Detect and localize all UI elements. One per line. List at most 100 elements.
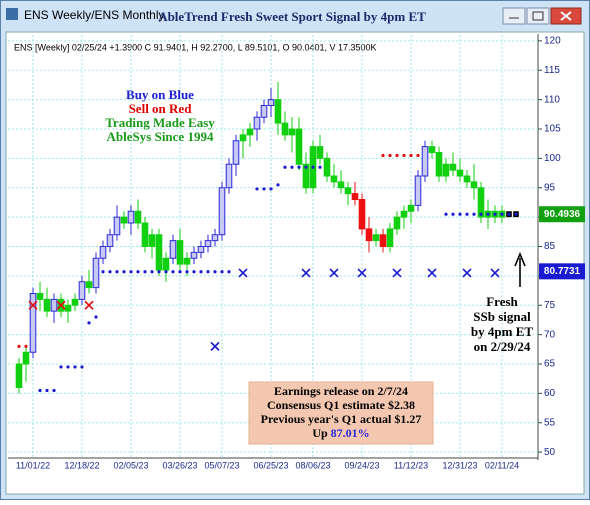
note-text: Fresh bbox=[486, 294, 518, 309]
candle-body bbox=[106, 234, 114, 247]
window-title: ENS Weekly/ENS Monthly bbox=[24, 8, 165, 22]
stop-dot bbox=[465, 212, 469, 216]
stop-dot bbox=[178, 270, 182, 274]
y-tick-label: 60 bbox=[544, 388, 556, 399]
legend-text: Buy on Blue bbox=[126, 87, 194, 102]
cross-marker bbox=[84, 300, 94, 310]
candle-body bbox=[50, 298, 58, 312]
note-text: SSb signal bbox=[473, 309, 531, 324]
legend-text: Trading Made Easy bbox=[105, 115, 215, 130]
y-tick-label: 85 bbox=[544, 241, 556, 252]
window-buttons[interactable] bbox=[502, 7, 582, 25]
candle-body bbox=[43, 298, 51, 312]
candle-body bbox=[428, 146, 436, 153]
cross-marker bbox=[329, 268, 339, 278]
stop-dot bbox=[38, 388, 42, 393]
stop-dot bbox=[136, 270, 140, 274]
candle-body bbox=[120, 216, 128, 224]
price-box bbox=[539, 206, 585, 223]
candle-body bbox=[148, 234, 156, 247]
candle-body bbox=[351, 193, 359, 200]
cross-marker bbox=[56, 300, 66, 310]
icon bbox=[560, 11, 572, 21]
candle-body bbox=[456, 169, 464, 177]
candle-body bbox=[190, 251, 198, 259]
stop-dot bbox=[80, 365, 84, 369]
stop-dot bbox=[17, 344, 21, 348]
candle-body bbox=[232, 140, 240, 165]
candle-body bbox=[449, 163, 457, 171]
y-tick-label: 100 bbox=[544, 153, 561, 164]
x-tick-label: 11/01/22 bbox=[16, 460, 50, 470]
stop-dot bbox=[199, 270, 203, 274]
stop-dot bbox=[409, 153, 413, 158]
box-text: Earnings release on 2/7/24 bbox=[274, 384, 408, 398]
stop-dot bbox=[108, 270, 112, 274]
candle-body bbox=[337, 181, 345, 189]
price-label: 90.4936 bbox=[544, 209, 581, 220]
candle-body bbox=[36, 293, 44, 300]
stop-dot bbox=[451, 212, 455, 216]
candle-body bbox=[295, 128, 303, 165]
stop-dot bbox=[129, 270, 133, 274]
candle-body bbox=[414, 175, 422, 206]
cross-marker bbox=[490, 268, 500, 278]
candle-body bbox=[134, 210, 142, 224]
y-tick-label: 70 bbox=[544, 329, 556, 340]
candle-body bbox=[78, 281, 86, 300]
candle-body bbox=[204, 240, 212, 247]
cross-marker bbox=[28, 300, 38, 310]
stop-dot bbox=[220, 270, 224, 274]
box-prefix: Up bbox=[312, 426, 328, 440]
stop-dot bbox=[297, 165, 301, 169]
stop-dot bbox=[318, 165, 322, 169]
candle-body bbox=[183, 257, 191, 265]
x-tick-label: 09/24/23 bbox=[344, 460, 379, 470]
x-tick-label: 05/07/23 bbox=[204, 460, 239, 470]
y-tick-label: 115 bbox=[544, 65, 560, 76]
x-tick-label: 12/31/23 bbox=[442, 460, 477, 470]
candle-body bbox=[442, 163, 450, 177]
chart-title: AbleTrend Fresh Sweet Sport Signal by 4p… bbox=[158, 9, 426, 24]
candle-body bbox=[85, 281, 93, 289]
stop-dot bbox=[514, 212, 518, 216]
stop-dot bbox=[45, 388, 49, 393]
stop-dot bbox=[185, 270, 189, 274]
stop-dot bbox=[143, 270, 147, 274]
stop-dot bbox=[500, 212, 504, 216]
stop-dot bbox=[192, 270, 196, 274]
candle-body bbox=[169, 240, 177, 259]
stop-dot bbox=[472, 212, 476, 216]
stop-dot bbox=[479, 212, 483, 216]
candle-body bbox=[246, 128, 254, 136]
stop-dot bbox=[73, 365, 77, 369]
cross-marker bbox=[301, 268, 311, 278]
candle-body bbox=[253, 116, 261, 130]
candle-body bbox=[463, 175, 471, 183]
maximize[interactable] bbox=[526, 7, 550, 25]
stop-dot bbox=[52, 388, 56, 393]
cross-marker bbox=[357, 268, 367, 278]
minimize[interactable] bbox=[502, 7, 526, 25]
box-text: Previous year's Q1 actual $1.27 bbox=[261, 412, 422, 426]
stop-dot bbox=[486, 212, 490, 216]
stop-dot bbox=[24, 344, 28, 348]
x-tick-label: 08/06/23 bbox=[295, 460, 330, 470]
y-tick-label: 120 bbox=[544, 36, 561, 47]
candle-body bbox=[435, 152, 443, 177]
legend-text: Sell on Red bbox=[129, 101, 193, 116]
stop-dot bbox=[290, 165, 294, 169]
candle-body bbox=[379, 234, 387, 247]
stop-dot bbox=[94, 315, 98, 319]
candle-body bbox=[239, 134, 247, 142]
y-tick-label: 105 bbox=[544, 124, 561, 135]
stop-dot bbox=[283, 165, 287, 169]
candle-body bbox=[197, 246, 205, 253]
note-text: on 2/29/24 bbox=[474, 339, 531, 354]
stop-dot bbox=[507, 212, 511, 216]
info-line: ENS [Weekly] 02/25/24 +1.3900 C 91.9401,… bbox=[14, 42, 377, 52]
stop-dot bbox=[311, 165, 315, 169]
y-tick-label: 95 bbox=[544, 182, 556, 193]
candle-body bbox=[386, 228, 394, 247]
